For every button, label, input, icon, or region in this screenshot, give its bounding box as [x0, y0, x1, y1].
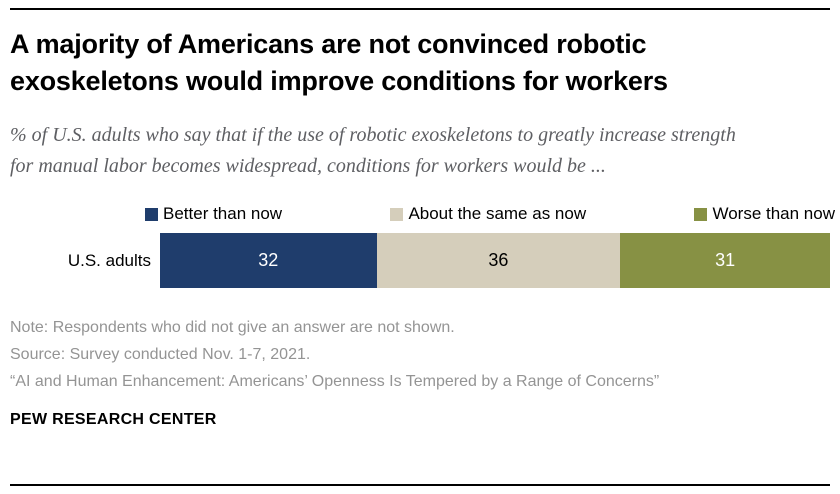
bar-segment: 36: [376, 233, 621, 288]
bar-segment: 32: [160, 233, 377, 288]
pew-research-center-wordmark: PEW RESEARCH CENTER: [10, 411, 217, 428]
stacked-bar: 32 36 31: [160, 233, 830, 288]
top-divider: [10, 8, 830, 10]
legend-item: About the same as now: [390, 204, 586, 224]
bottom-divider: [10, 484, 830, 486]
legend-label: Worse than now: [712, 204, 835, 223]
chart-subtitle: % of U.S. adults who say that if the use…: [10, 124, 736, 177]
legend-label: Better than now: [163, 204, 283, 223]
source-line: Source: Survey conducted Nov. 1-7, 2021.: [10, 346, 311, 363]
legend-swatch-icon: [390, 207, 404, 221]
legend-swatch-icon: [694, 207, 708, 221]
legend-swatch-icon: [145, 207, 158, 221]
report-line: “AI and Human Enhancement: Americans’ Op…: [10, 373, 660, 390]
category-label: U.S. adults: [67, 250, 151, 270]
legend-item: Worse than now: [694, 204, 835, 224]
legend: Better than now About the same as now Wors…: [145, 204, 835, 224]
chart-title: A majority of Americans are not convince…: [10, 29, 668, 96]
bar-segment: 31: [620, 233, 830, 288]
notes-block: Note: Respondents who did not give an an…: [10, 314, 830, 395]
note-line: Note: Respondents who did not give an an…: [10, 319, 455, 336]
chart-row: U.S. adults 32 36 31: [10, 233, 830, 288]
legend-item: Better than now: [145, 204, 282, 224]
legend-label: About the same as now: [408, 204, 587, 223]
